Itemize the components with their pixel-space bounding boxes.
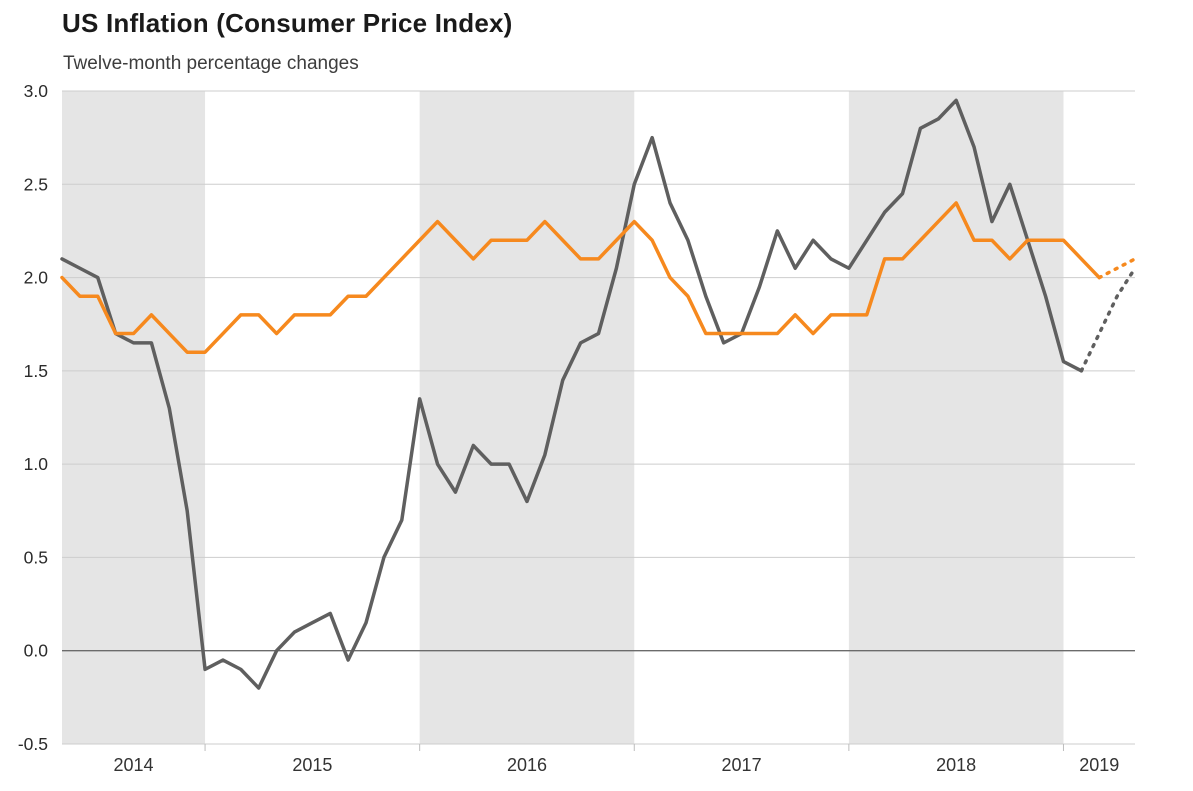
orange-line-forecast-dotted [1097,257,1137,280]
chart-title: US Inflation (Consumer Price Index) [62,8,513,38]
y-tick-label: 0.5 [24,547,48,567]
x-tick-label: 2019 [1079,755,1119,775]
y-tick-label: -0.5 [18,734,48,754]
year-band-2014 [62,91,206,744]
x-tick-label: 2015 [292,755,332,775]
x-tick-label: 2014 [114,755,154,775]
gray-line-forecast-dotted [1079,266,1137,373]
chart-subtitle: Twelve-month percentage changes [63,53,359,74]
x-tick-label: 2017 [722,755,762,775]
y-tick-label: 1.5 [24,361,48,381]
year-band-2018 [848,91,1064,744]
y-tick-label: 3.0 [24,81,49,101]
y-tick-label: 2.5 [24,174,48,194]
x-tick-label: 2018 [936,755,976,775]
y-tick-label: 2.0 [24,268,49,288]
y-tick-label: 0.0 [24,641,49,661]
x-tick-label: 2016 [507,755,547,775]
orange-line-solid [60,201,1101,354]
y-tick-label: 1.0 [24,454,49,474]
gray-line-solid [60,98,1084,690]
year-band-2016 [419,91,635,744]
